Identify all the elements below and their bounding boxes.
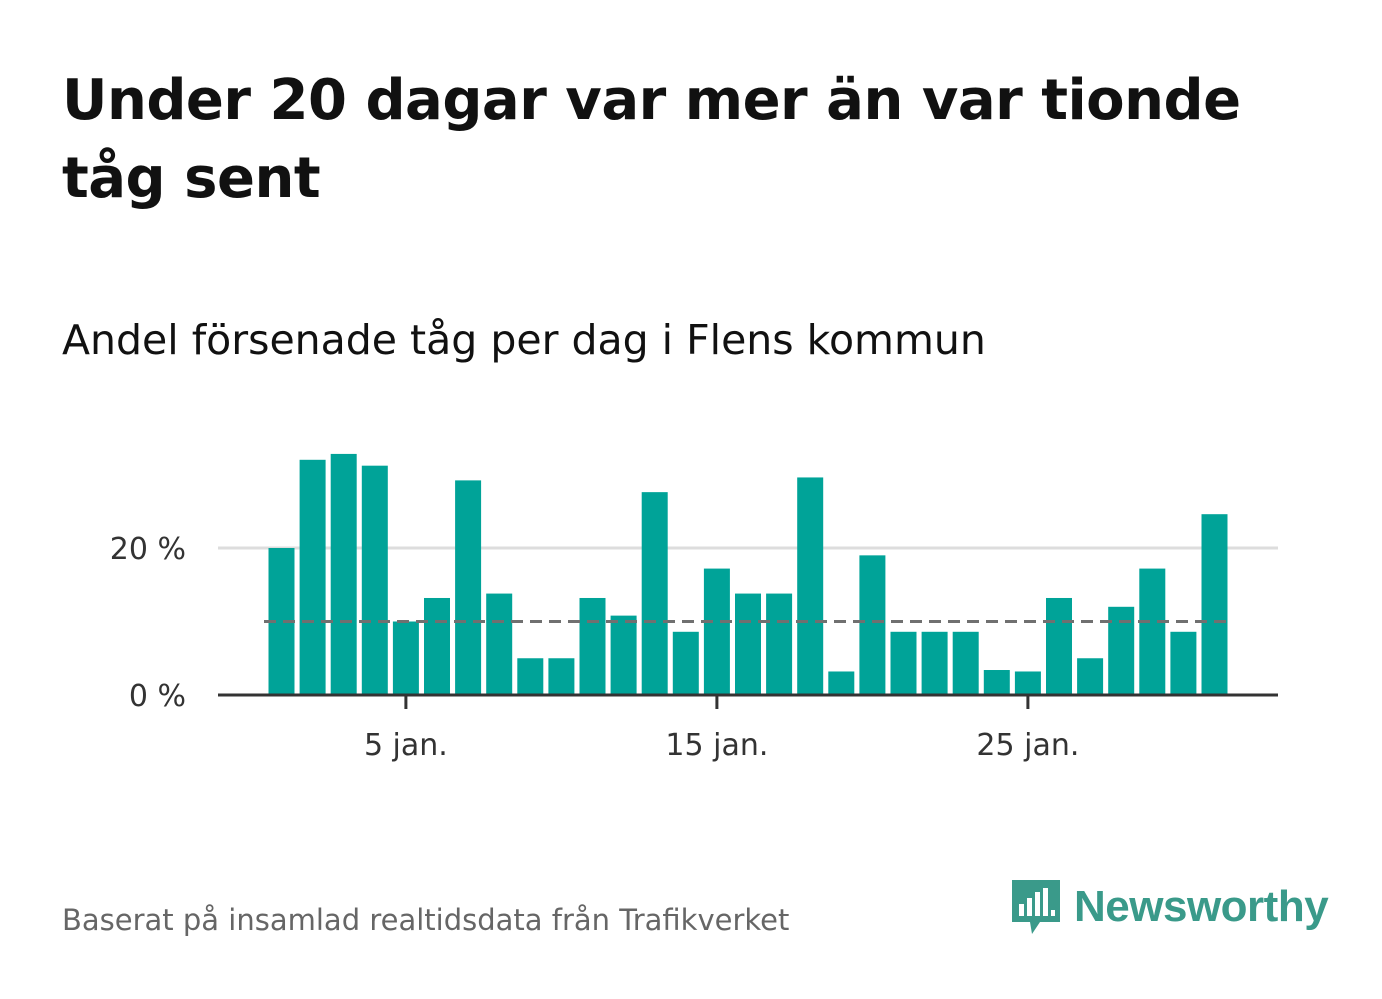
- bar: [392, 621, 419, 695]
- axes: 0 % 20 % 5 jan. 15 jan. 25 jan.: [110, 532, 1278, 763]
- newsworthy-logo[interactable]: Newsworthy: [1010, 878, 1329, 936]
- bar: [983, 670, 1010, 695]
- bar: [703, 568, 730, 695]
- bar: [1077, 658, 1104, 695]
- bar: [672, 631, 699, 695]
- bar: [890, 631, 917, 695]
- bar: [766, 593, 793, 695]
- bar: [797, 477, 824, 695]
- bar: [1139, 568, 1166, 695]
- bar: [361, 465, 388, 695]
- bar: [1170, 631, 1197, 695]
- y-tick-label: 20 %: [110, 532, 186, 567]
- source-note: Baserat på insamlad realtidsdata från Tr…: [62, 903, 790, 937]
- bar: [641, 492, 668, 695]
- y-tick-label: 0 %: [129, 679, 186, 714]
- bar: [517, 658, 544, 695]
- bar: [299, 459, 326, 695]
- bars: [268, 453, 1228, 695]
- chart-subtitle: Andel försenade tåg per dag i Flens komm…: [62, 316, 986, 364]
- newsworthy-bar-chart-icon: [1012, 880, 1060, 934]
- chart-title: Under 20 dagar var mer än var tionde tåg…: [62, 68, 1241, 211]
- brand-name: Newsworthy: [1074, 882, 1329, 931]
- bar: [828, 671, 855, 695]
- bar: [548, 658, 575, 695]
- x-tick-label: 5 jan.: [364, 728, 448, 763]
- bar: [1201, 514, 1228, 695]
- x-tick-label: 15 jan.: [665, 728, 768, 763]
- bar: [735, 593, 761, 695]
- bar: [610, 615, 637, 695]
- bar: [952, 631, 979, 695]
- bar: [486, 593, 513, 695]
- bar: [859, 555, 886, 695]
- bar: [424, 597, 450, 695]
- bar: [1046, 597, 1072, 695]
- bar: [1014, 671, 1041, 695]
- x-tick-label: 25 jan.: [976, 728, 1079, 763]
- bar: [330, 453, 357, 695]
- bar: [579, 597, 606, 695]
- bar: [455, 480, 482, 695]
- bar: [921, 631, 948, 695]
